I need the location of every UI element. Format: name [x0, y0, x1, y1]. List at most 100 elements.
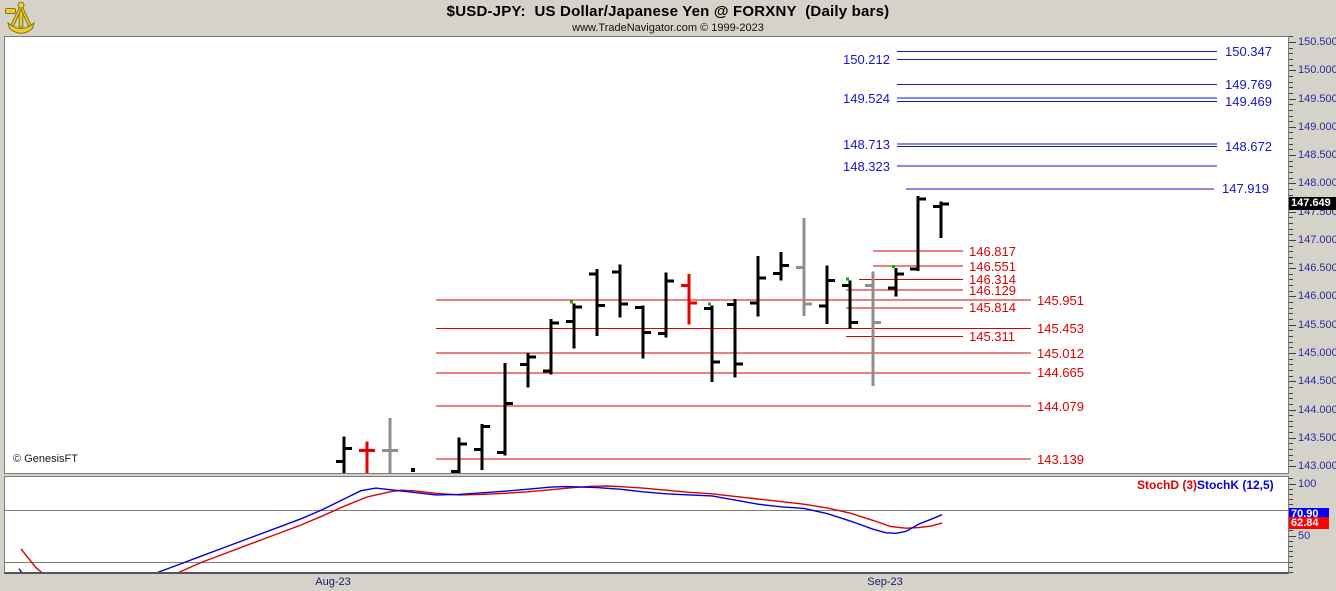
- stochastic-panel[interactable]: [4, 476, 1289, 574]
- stoch-axis-tick: [1289, 499, 1293, 501]
- price-axis-tick: [1289, 132, 1293, 134]
- price-axis-tick: [1289, 386, 1293, 388]
- ohlc-close-tick: [644, 330, 651, 334]
- price-axis-tick: [1289, 183, 1296, 185]
- support-level-label[interactable]: 145.012: [1037, 345, 1084, 361]
- price-axis-tick: [1289, 138, 1293, 140]
- ohlc-bar: [894, 267, 898, 297]
- price-axis-tick: [1289, 189, 1293, 190]
- ohlc-open-tick: [773, 272, 780, 276]
- price-axis-tick: [1289, 426, 1293, 428]
- price-axis-tick: [1289, 324, 1296, 326]
- stochd-line: [20, 485, 943, 572]
- ohlc-open-tick: [865, 284, 872, 288]
- ohlc-bar: [733, 299, 737, 378]
- price-axis-tick: [1289, 160, 1293, 162]
- ohlc-close-tick: [713, 360, 720, 364]
- price-axis-label: 144.500: [1298, 375, 1336, 388]
- ohlc-open-tick: [635, 306, 642, 310]
- support-level-label[interactable]: 145.814: [969, 300, 1016, 316]
- price-axis-tick: [1289, 177, 1293, 179]
- ohlc-open-tick: [589, 272, 596, 276]
- price-chart-panel[interactable]: 146.817 146.551 146.314 146.129 145.951 145.8…: [4, 36, 1289, 474]
- support-level-label[interactable]: 145.311: [969, 328, 1016, 344]
- price-axis-tick: [1289, 330, 1293, 332]
- price-axis-tick: [1289, 319, 1293, 320]
- resistance-level-label[interactable]: 149.469: [1225, 93, 1272, 109]
- support-level-label[interactable]: 146.129: [969, 282, 1016, 298]
- resistance-level-label[interactable]: 149.524: [843, 90, 890, 106]
- price-axis-tick: [1289, 98, 1296, 100]
- stoch-axis-tick: [1289, 530, 1293, 532]
- month-label: Sep-23: [867, 576, 903, 588]
- ohlc-close-tick: [483, 424, 490, 428]
- resistance-level-label[interactable]: 150.212: [843, 51, 890, 67]
- price-axis-tick: [1289, 104, 1293, 106]
- support-level-label[interactable]: 146.551: [969, 258, 1016, 274]
- ohlc-open-tick: [933, 204, 940, 208]
- price-axis-tick: [1289, 273, 1293, 275]
- price-axis-tick: [1289, 336, 1293, 337]
- price-axis-tick: [1289, 432, 1293, 434]
- resistance-level-label[interactable]: 148.323: [843, 158, 890, 174]
- resistance-level-label[interactable]: 147.919: [1222, 181, 1269, 197]
- price-axis-label: 143.000: [1298, 460, 1336, 472]
- support-level-label[interactable]: 144.079: [1037, 398, 1084, 414]
- stoch-axis-tick: [1289, 493, 1293, 495]
- price-axis-label: 145.500: [1298, 318, 1336, 331]
- ohlc-open-tick: [520, 363, 527, 367]
- price-axis[interactable]: 150.500 150.000 149.500 149.000 148.500 148.0…: [1289, 36, 1336, 591]
- stoch-axis-tick: [1289, 566, 1293, 568]
- stoch-axis-label: 100: [1298, 477, 1317, 490]
- ohlc-close-tick: [368, 449, 375, 453]
- ohlc-bar: [388, 417, 392, 473]
- support-level-label[interactable]: 145.453: [1037, 320, 1084, 336]
- price-chart-canvas[interactable]: [5, 37, 1288, 473]
- price-axis-tick: [1289, 92, 1293, 94]
- ohlc-bar: [526, 352, 530, 388]
- ohlc-bar: [710, 305, 714, 383]
- ohlc-bar: [480, 424, 484, 470]
- price-axis-tick: [1289, 358, 1293, 360]
- price-axis-tick: [1289, 296, 1296, 298]
- resistance-level-label[interactable]: 149.769: [1225, 76, 1272, 92]
- ohlc-open-tick: [359, 449, 366, 453]
- ohlc-open-tick: [474, 447, 481, 451]
- ohlc-open-tick: [819, 304, 826, 308]
- stochd-legend-label: StochD (3): [1137, 478, 1197, 492]
- price-axis-tick: [1289, 149, 1293, 151]
- support-level-label[interactable]: 143.139: [1037, 451, 1084, 467]
- support-level-label[interactable]: 145.951: [1037, 292, 1084, 308]
- swing-dot-marker: [892, 264, 895, 268]
- ohlc-close-tick: [345, 446, 352, 450]
- ohlc-close-tick: [782, 264, 789, 268]
- ohlc-close-tick: [828, 278, 835, 282]
- support-level-label[interactable]: 146.314: [969, 272, 1016, 288]
- price-axis-tick: [1289, 466, 1296, 467]
- stoch-axis-tick: [1289, 545, 1293, 547]
- resistance-level-label[interactable]: 150.347: [1225, 44, 1272, 60]
- price-axis-tick: [1289, 443, 1293, 445]
- genesis-logo-icon: [5, 1, 35, 34]
- ohlc-close-tick: [460, 442, 467, 446]
- ohlc-open-tick: [382, 449, 389, 453]
- price-axis-tick: [1289, 81, 1293, 83]
- price-axis-tick: [1289, 59, 1293, 60]
- price-axis-tick: [1289, 251, 1293, 253]
- stochd-value-badge: 62.84: [1289, 517, 1329, 530]
- support-level-label[interactable]: 144.665: [1037, 365, 1084, 381]
- price-axis-tick: [1289, 109, 1293, 111]
- ohlc-open-tick: [336, 459, 343, 463]
- price-axis-tick: [1289, 403, 1293, 405]
- ohlc-open-tick: [796, 265, 803, 269]
- ohlc-bar: [664, 272, 668, 338]
- time-axis[interactable]: Aug-23 Sep-23: [4, 574, 1288, 591]
- support-level-label[interactable]: 146.817: [969, 243, 1016, 259]
- price-axis-tick: [1289, 302, 1293, 303]
- resistance-level-label[interactable]: 148.672: [1225, 138, 1272, 154]
- ohlc-bar: [641, 305, 645, 359]
- ohlc-open-tick: [842, 284, 849, 288]
- resistance-level-label[interactable]: 148.713: [843, 136, 890, 152]
- stochastic-canvas[interactable]: [5, 477, 1288, 572]
- price-axis-tick: [1289, 126, 1296, 128]
